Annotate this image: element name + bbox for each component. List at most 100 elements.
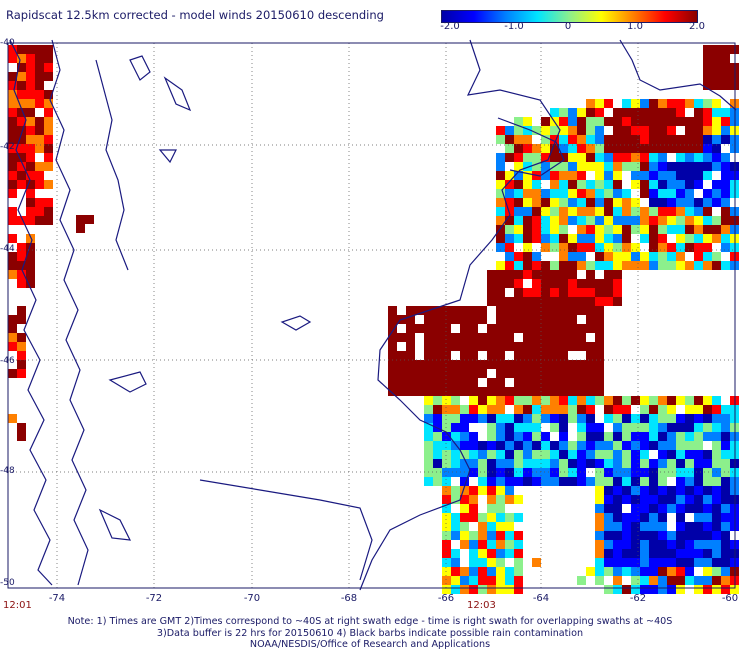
wind-cell [586, 360, 595, 369]
wind-cell [604, 468, 613, 477]
wind-cell [712, 252, 721, 261]
wind-cell [613, 252, 622, 261]
wind-cell [532, 279, 541, 288]
wind-cell [550, 333, 559, 342]
wind-cell [721, 171, 730, 180]
wind-cell [487, 396, 496, 405]
wind-cell [523, 207, 532, 216]
wind-cell [433, 432, 442, 441]
wind-cell [17, 153, 26, 162]
wind-cell [478, 387, 487, 396]
wind-cell [649, 207, 658, 216]
wind-cell [622, 522, 631, 531]
wind-cell [496, 504, 505, 513]
wind-cell [595, 549, 604, 558]
wind-cell [649, 189, 658, 198]
wind-cell [658, 585, 667, 594]
wind-cell [487, 450, 496, 459]
wind-cell [523, 261, 532, 270]
wind-cell [649, 567, 658, 576]
wind-cell [577, 459, 586, 468]
wind-cell [487, 441, 496, 450]
wind-cell [541, 288, 550, 297]
wind-cell [694, 126, 703, 135]
wind-cell [469, 414, 478, 423]
wind-cell [433, 351, 442, 360]
wind-cell [595, 432, 604, 441]
wind-cell [26, 99, 35, 108]
wind-cell [604, 297, 613, 306]
wind-cell [685, 468, 694, 477]
wind-cell [694, 252, 703, 261]
wind-cell [559, 414, 568, 423]
wind-cell [685, 153, 694, 162]
wind-cell [721, 225, 730, 234]
wind-cell [17, 432, 26, 441]
wind-cell [604, 162, 613, 171]
wind-cell [8, 135, 17, 144]
wind-cell [685, 504, 694, 513]
wind-cell [721, 495, 730, 504]
wind-cell [586, 153, 595, 162]
wind-cell [496, 288, 505, 297]
wind-cell [586, 279, 595, 288]
wind-cell [397, 387, 406, 396]
wind-cell [505, 189, 514, 198]
wind-cell [442, 333, 451, 342]
wind-cell [496, 324, 505, 333]
wind-cell [676, 144, 685, 153]
wind-cell [541, 171, 550, 180]
wind-cell [523, 306, 532, 315]
wind-cell [667, 504, 676, 513]
wind-cell [568, 288, 577, 297]
wind-cell [442, 585, 451, 594]
wind-cell [640, 576, 649, 585]
wind-cell [523, 333, 532, 342]
wind-cell [496, 531, 505, 540]
wind-cell [703, 540, 712, 549]
tdf-coast [199, 479, 373, 581]
wind-cell [595, 261, 604, 270]
wind-cell [622, 531, 631, 540]
wind-cell [676, 261, 685, 270]
wind-cell [586, 144, 595, 153]
wind-cell [559, 117, 568, 126]
wind-cell [667, 459, 676, 468]
wind-cell [424, 468, 433, 477]
wind-cell [694, 459, 703, 468]
wind-cell [496, 216, 505, 225]
wind-cell [514, 342, 523, 351]
wind-cell [604, 171, 613, 180]
wind-cell [568, 243, 577, 252]
wind-cell [523, 189, 532, 198]
wind-cell [712, 63, 721, 72]
wind-cell [460, 405, 469, 414]
wind-cell [451, 459, 460, 468]
wind-cell [649, 441, 658, 450]
wind-cell [586, 324, 595, 333]
wind-cell [44, 54, 53, 63]
wind-cell [460, 567, 469, 576]
wind-cell [469, 441, 478, 450]
wind-cell [487, 504, 496, 513]
wind-cell [640, 162, 649, 171]
wind-cell [703, 585, 712, 594]
wind-cell [487, 486, 496, 495]
wind-cell [640, 252, 649, 261]
wind-cell [559, 171, 568, 180]
wind-cell [514, 558, 523, 567]
wind-cell [703, 135, 712, 144]
wind-cell [568, 189, 577, 198]
wind-cell [631, 180, 640, 189]
wind-cell [559, 378, 568, 387]
wind-cell [595, 216, 604, 225]
wind-cell [451, 450, 460, 459]
wind-cell [577, 423, 586, 432]
wind-cell [595, 387, 604, 396]
wind-cell [712, 405, 721, 414]
wind-cell [17, 144, 26, 153]
wind-cell [460, 504, 469, 513]
wind-cell [586, 387, 595, 396]
wind-cell [478, 540, 487, 549]
wind-cell [694, 414, 703, 423]
